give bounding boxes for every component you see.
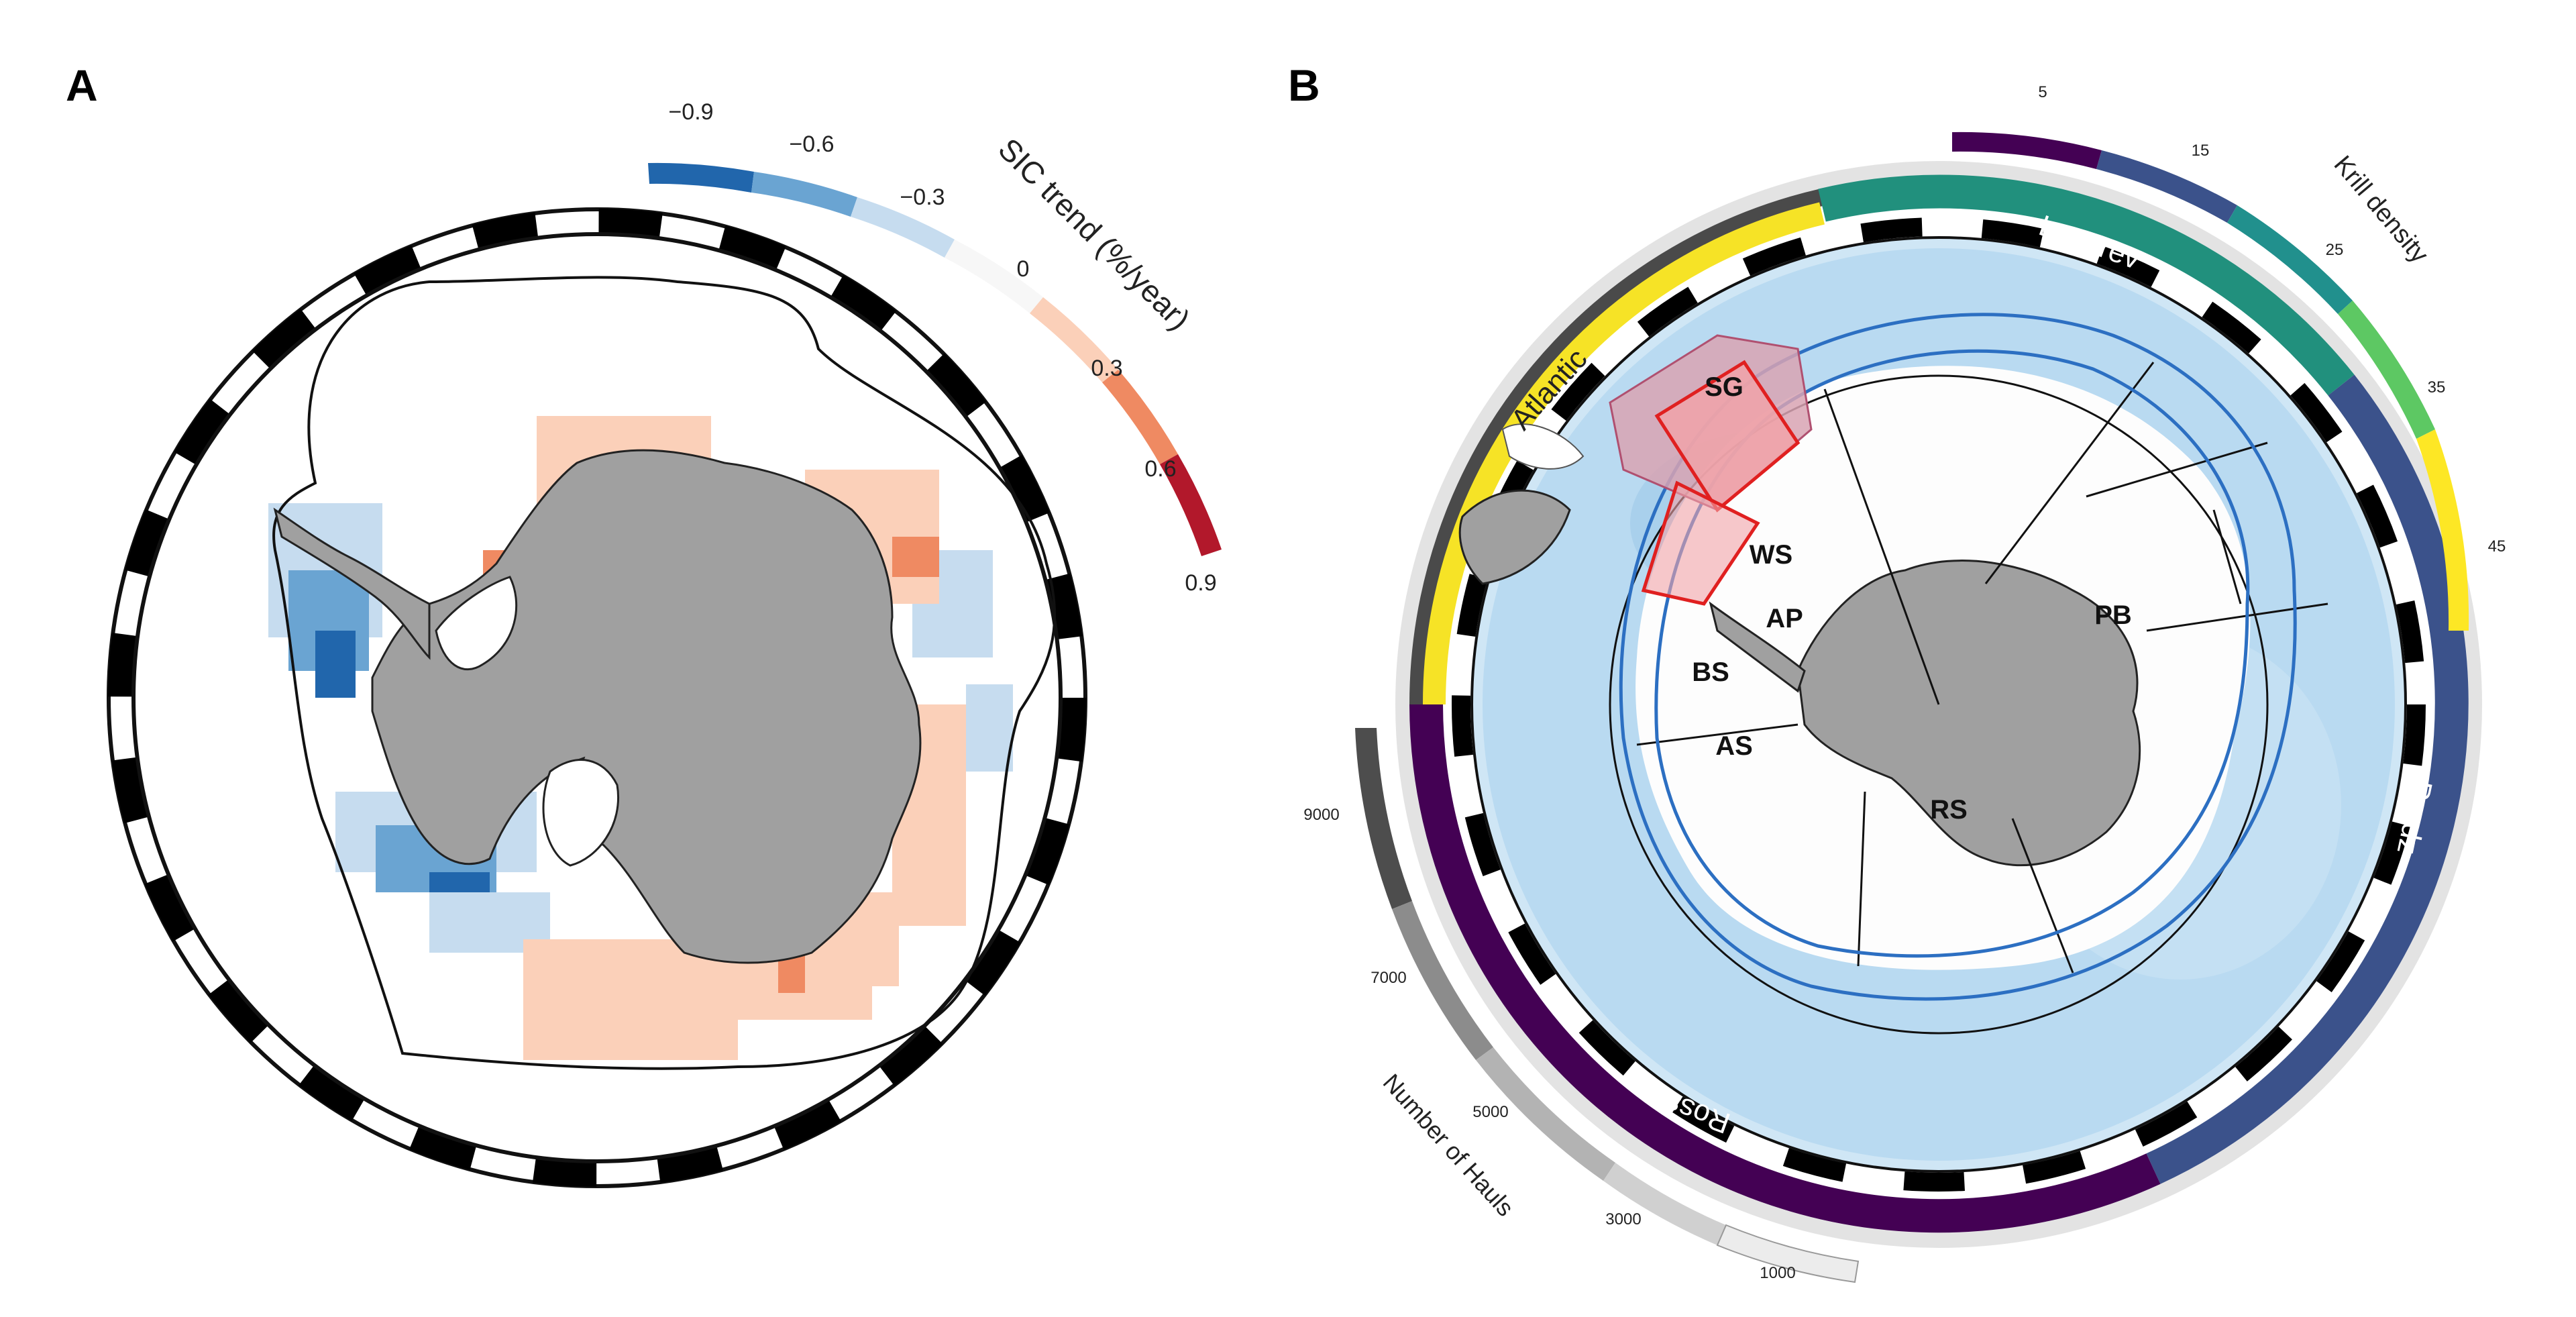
panel-a-label: A [66,60,98,110]
region-label-ws: WS [1750,540,1792,570]
colorbar-tick: 0 [1017,256,1030,282]
ross-ice-shelf [542,759,619,867]
region-label-bs: BS [1692,657,1729,687]
area-boundary-circle [1609,374,2269,1035]
management-area-lines [1609,362,2328,1035]
krill-colorbar-segment [2096,150,2237,223]
panel-b-outer-halo [1395,161,2482,1248]
sea-ice-extent-contour [272,276,1057,1070]
krill-colorbar-segment [2338,301,2435,439]
colorbar-tick: −0.6 [789,131,834,157]
area-boundary [1857,791,1866,967]
sic-cell [892,537,939,577]
colorbar-segment [751,172,857,217]
colorbar-segment [945,240,1043,313]
area-boundary [1636,723,1799,746]
region-label-pb: PB [2094,600,2132,630]
hauls-colorbar-segment [1476,1047,1615,1181]
krill-tick: 15 [2192,142,2210,160]
colorbar-tick: −0.3 [900,185,945,210]
colorbar-segment [1102,370,1178,464]
sector-lazarev [1818,174,2355,396]
sic-colorbar [648,162,1222,556]
hauls-title: Number of Hauls [1378,1069,1519,1222]
sector-atlantic-outer [1409,189,1824,705]
panel-b-label: B [1288,60,1320,110]
krill-colorbar-segment [2416,429,2469,631]
krill-colorbar-segment [1952,131,2102,169]
krill-tick: 25 [2326,241,2344,259]
colorbar-segment [648,162,754,193]
panel-a: A [66,60,1222,1188]
weddell-ice-shelf [435,576,518,671]
colorbar-tick: 0.6 [1144,456,1176,482]
sector-ring [1409,174,2469,1233]
region-label-rs: RS [1930,795,1968,825]
antarctic-peninsula [273,507,431,660]
colorbar-tick: 0.3 [1091,356,1122,381]
krill-area-polygon [1641,480,1760,606]
antarctica-landmass-b [1796,560,2141,867]
hauls-tick: 3000 [1605,1210,1641,1228]
colorbar-segment [1030,297,1118,382]
region-label-ap: AP [1766,604,1803,633]
area-boundary [1823,388,1940,705]
sic-cell [523,939,738,1060]
area-boundary [2011,818,2074,973]
krill-tick: 5 [2038,83,2047,101]
sector-atlantic [1423,202,1825,705]
sector-ross [1409,704,2161,1233]
antarctic-peninsula-b [1709,601,1806,693]
hauls-tick: 1000 [1760,1264,1795,1282]
sic-cell [966,684,1013,772]
krill-area-polygon [1654,360,1801,513]
krill-tick: 35 [2428,378,2446,397]
colorbar-segment [851,197,955,258]
panel-b-longitude-ring [1452,217,2426,1192]
area-boundary [1984,362,2155,584]
hauls-tick: 9000 [1303,806,1339,824]
krill-density-title: Krill density [2328,150,2434,268]
region-label-sg: SG [1705,372,1743,402]
falklands-white [1501,423,1585,470]
region-label-as: AS [1715,731,1753,761]
colorbar-tick: −0.9 [668,99,713,125]
hauls-colorbar-segment [1355,728,1412,909]
area-boundary [2146,602,2328,632]
hauls-colorbar-segment [1392,901,1493,1060]
south-america [1458,489,1571,585]
sic-cell [315,631,356,698]
krill-colorbar-segment [2227,205,2353,314]
sector-prydz [2146,374,2469,1184]
hauls-colorbar-segment [1603,1163,1726,1245]
krill-tick: 45 [2488,537,2506,556]
hauls-colorbar-segment [1716,1224,1860,1283]
hauls-tick: 5000 [1472,1103,1508,1121]
panel-a-longitude-ring [108,209,1086,1187]
krill-fishing-areas [1609,334,1813,606]
krill-density-colorbar [1952,131,2469,631]
area-boundary [2086,441,2268,498]
colorbar-segment [1160,454,1222,556]
colorbar-tick: 0.9 [1185,570,1216,596]
panel-b: B [1288,60,2506,1283]
area-boundary [2212,509,2242,604]
hauls-tick: 7000 [1371,969,1406,987]
hauls-colorbar [1355,728,1860,1283]
